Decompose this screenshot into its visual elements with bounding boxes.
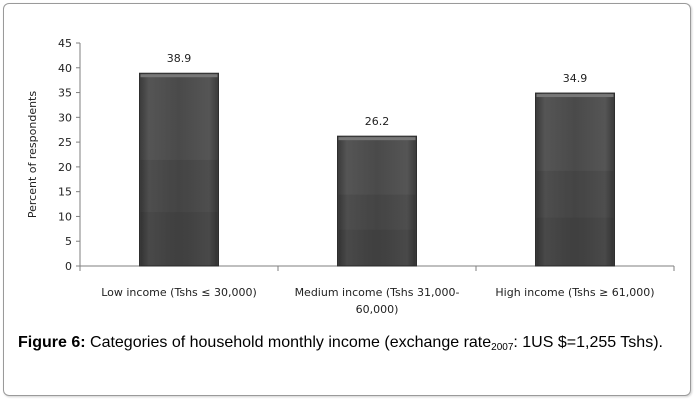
bar-top-bevel [140, 74, 218, 78]
bar-group [535, 92, 615, 267]
x-category-label: High income (Tshs ≥ 61,000) [495, 286, 654, 299]
caption-label: Figure 6: [18, 334, 86, 351]
x-category-label: Low income (Tshs ≤ 30,000) [101, 286, 257, 299]
x-category-label-line: 60,000) [356, 303, 399, 316]
y-tick-label: 45 [58, 37, 72, 50]
bar [139, 72, 219, 267]
bar-top-bevel [338, 137, 416, 141]
y-tick-label: 15 [58, 186, 72, 199]
bar-shade-band [140, 212, 218, 266]
bar-shade-band [140, 159, 218, 266]
caption-text-end: : 1US $=1,255 Tshs). [513, 334, 663, 351]
bar-data-label: 26.2 [365, 115, 390, 128]
x-category-label-line: Low income (Tshs ≤ 30,000) [101, 286, 257, 299]
figure-caption: Figure 6: Categories of household monthl… [18, 333, 678, 353]
bar-data-label: 38.9 [167, 52, 192, 65]
bar-top-bevel [536, 94, 614, 98]
x-category-label-line: Medium income (Tshs 31,000- [295, 286, 460, 299]
x-category-label: Medium income (Tshs 31,000- 60,000) [295, 286, 460, 316]
y-tick-label: 35 [58, 87, 72, 100]
bar-shade-band [338, 194, 416, 266]
caption-text: Categories of household monthly income (… [85, 334, 492, 351]
y-tick-label: 20 [58, 161, 72, 174]
y-tick-label: 30 [58, 111, 72, 124]
y-axis-title-group: Percent of respondents [26, 91, 39, 218]
y-tick-label: 5 [65, 235, 72, 248]
bar [337, 135, 417, 267]
y-tick-label: 40 [58, 62, 72, 75]
y-tick-label: 0 [65, 260, 72, 273]
x-tick-labels: Low income (Tshs ≤ 30,000) Medium income … [101, 286, 654, 316]
bar-data-label: 34.9 [563, 72, 588, 85]
bar-shade-band [536, 170, 614, 266]
y-axis-title: Percent of respondents [26, 91, 39, 218]
bar-group [337, 135, 417, 267]
bars [139, 72, 615, 267]
axes: 0 5 10 15 20 25 30 35 40 45 [58, 37, 675, 273]
bar-shade-band [338, 229, 416, 266]
y-tick-label: 10 [58, 210, 72, 223]
bar [535, 92, 615, 267]
y-tick-label: 25 [58, 136, 72, 149]
data-labels: 38.9 26.2 34.9 [167, 52, 588, 128]
caption-subscript: 2007 [491, 342, 514, 353]
bar-chart: Percent of respondents 0 5 10 15 20 25 30 35 40 4… [26, 37, 675, 316]
bar-group [139, 72, 219, 267]
figure-frame [3, 3, 691, 396]
x-category-label-line: High income (Tshs ≥ 61,000) [495, 286, 654, 299]
bar-shade-band [536, 217, 614, 266]
